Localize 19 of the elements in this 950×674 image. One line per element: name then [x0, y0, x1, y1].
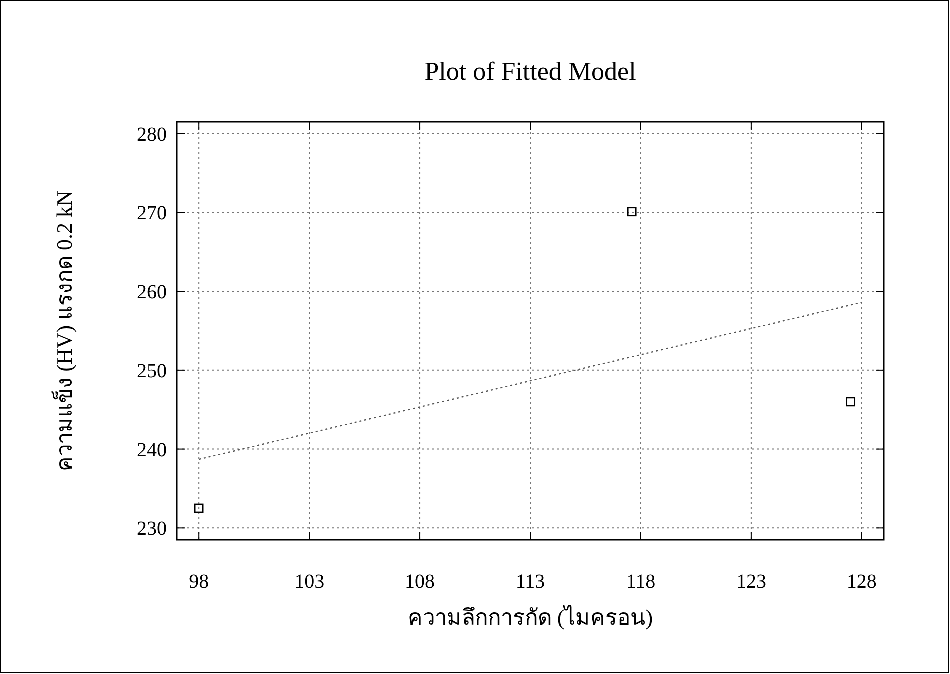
x-tick-label: 103	[294, 571, 325, 593]
x-tick-label: 113	[516, 571, 546, 593]
point	[627, 207, 637, 217]
y-tick-label: 280	[137, 124, 167, 146]
x-tick-label: 98	[189, 571, 210, 593]
x-tick-label: 118	[626, 571, 656, 593]
y-tick-label: 230	[137, 518, 167, 540]
point	[194, 504, 204, 514]
y-axis-title: ความแข็ง (HV) แรงกด 0.2 kN	[50, 190, 77, 472]
x-tick-label: 108	[405, 571, 436, 593]
y-tick-label: 250	[137, 360, 167, 382]
point	[846, 397, 856, 407]
y-tick-label: 240	[137, 439, 167, 462]
y-tick-label: 270	[137, 202, 167, 225]
x-tick-label: 128	[846, 571, 877, 593]
chart-title: Plot of Fitted Model	[424, 57, 636, 86]
y-tick-label: 260	[137, 282, 167, 304]
x-axis-title: ความลึกการกัด (ไมครอน)	[408, 605, 654, 630]
x-tick-label: 123	[736, 571, 766, 593]
